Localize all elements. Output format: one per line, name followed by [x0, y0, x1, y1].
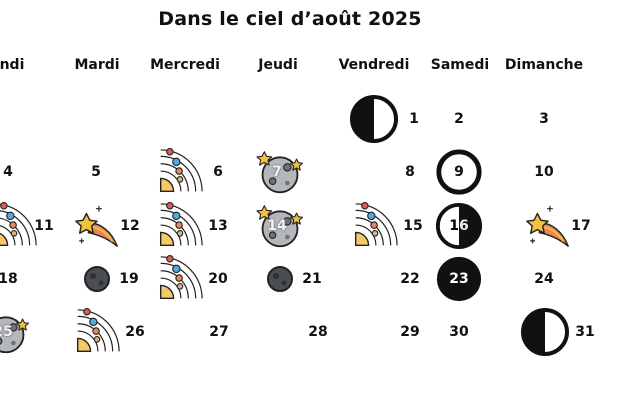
planet-alignment-icon [0, 201, 37, 247]
day-number: 11 [34, 218, 54, 234]
new-moon-icon [436, 256, 482, 302]
day-number: 28 [308, 324, 328, 340]
day-number: 22 [400, 271, 420, 287]
weekday-label: Vendredi [338, 57, 410, 73]
weekday-label: Jeudi [258, 57, 298, 73]
planet-alignment-icon [354, 201, 398, 247]
moon-conjunction-icon [256, 205, 304, 248]
day-number: 23 [449, 271, 469, 287]
day-number: 19 [119, 271, 139, 287]
day-number: 20 [208, 271, 228, 287]
day-number: 7 [272, 164, 282, 180]
day-number: 4 [3, 164, 13, 180]
day-number: 27 [209, 324, 229, 340]
day-number: 31 [575, 324, 595, 340]
dark-moon-icon [84, 266, 110, 292]
dark-moon-icon [267, 266, 293, 292]
last-quarter-icon [435, 202, 483, 250]
day-number: 12 [120, 218, 140, 234]
day-number: 18 [0, 271, 18, 287]
day-number: 1 [409, 111, 419, 127]
weekday-label: Mardi [74, 57, 120, 73]
day-number: 26 [125, 324, 145, 340]
day-number: 13 [208, 218, 228, 234]
day-number: 10 [534, 164, 554, 180]
half-moon-icon [521, 308, 569, 356]
day-number: 25 [0, 324, 13, 340]
planet-alignment-icon [159, 254, 203, 300]
day-number: 8 [405, 164, 415, 180]
shooting-star-icon [75, 205, 118, 247]
weekday-label: undi [0, 57, 25, 73]
weekday-label: Mercredi [150, 57, 220, 73]
day-number: 5 [91, 164, 101, 180]
planet-alignment-icon [76, 307, 120, 353]
day-number: 3 [539, 111, 549, 127]
day-number: 9 [454, 164, 464, 180]
page-title: Dans le ciel d’août 2025 [158, 8, 422, 30]
planet-alignment-icon [159, 147, 203, 193]
day-number: 24 [534, 271, 554, 287]
weekday-label: Dimanche [504, 57, 584, 73]
day-number: 21 [302, 271, 322, 287]
weekday-label: Samedi [430, 57, 490, 73]
day-number: 14 [267, 218, 287, 234]
day-number: 16 [449, 218, 469, 234]
day-number: 17 [571, 218, 591, 234]
planet-alignment-icon [159, 201, 203, 247]
day-number: 6 [213, 164, 223, 180]
day-number: 15 [403, 218, 423, 234]
day-number: 29 [400, 324, 420, 340]
full-moon-icon [436, 149, 482, 195]
half-moon-icon [350, 95, 398, 143]
moon-conjunction-icon [0, 316, 30, 354]
moon-conjunction-icon [256, 151, 304, 194]
day-number: 30 [449, 324, 469, 340]
day-number: 2 [454, 111, 464, 127]
shooting-star-icon [526, 205, 569, 247]
